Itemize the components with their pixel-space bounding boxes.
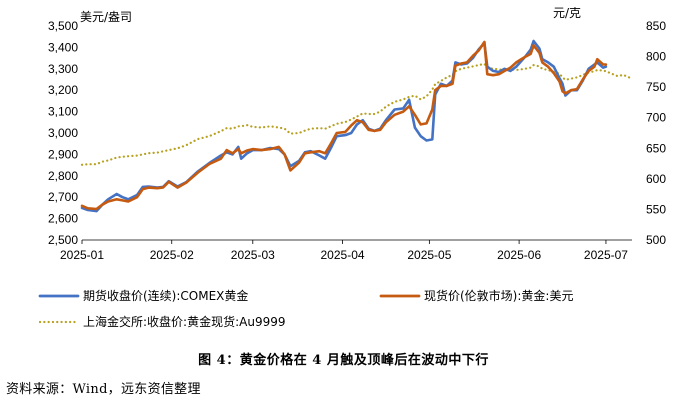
left-tick-label: 3,200 (48, 83, 78, 97)
x-tick-label: 2025-04 (321, 248, 365, 262)
x-tick-label: 2025-06 (497, 248, 541, 262)
right-tick-label: 800 (646, 50, 666, 64)
series-layer (80, 39, 631, 213)
legend-label-1: 期货收盘价(连续):COMEX黄金 (83, 288, 248, 303)
left-tick-label: 3,400 (48, 40, 78, 54)
x-tick-label: 2025-02 (150, 248, 194, 262)
right-axis-ticks: 500 550 600 650 700 750 800 850 (646, 19, 666, 247)
left-tick-label: 3,100 (48, 105, 78, 119)
left-tick-label: 2,700 (48, 190, 78, 204)
series-line-3 (80, 62, 631, 166)
left-tick-label: 3,500 (48, 19, 78, 33)
gold-price-chart: 美元/盎司 元/克 2,500 2,600 2,700 2,800 2,900 3,000… (38, 6, 666, 329)
source-note: 资料来源：Wind，远东资信整理 (6, 382, 201, 397)
right-tick-label: 850 (646, 19, 666, 33)
x-tick-label: 2025-01 (60, 248, 104, 262)
left-tick-label: 3,300 (48, 62, 78, 76)
legend: 期货收盘价(连续):COMEX黄金 现货价(伦敦市场):黄金:美元上海金交所:收盘… (38, 288, 573, 329)
left-tick-label: 3,000 (48, 126, 78, 140)
x-tick-label: 2025-07 (584, 248, 628, 262)
left-axis-ticks: 2,500 2,600 2,700 2,800 2,900 3,000 3,100 3,200… (48, 19, 78, 247)
left-tick-label: 2,800 (48, 169, 78, 183)
right-tick-label: 600 (646, 172, 666, 186)
figure-caption: 图 4：黄金价格在 4 月触及顶峰后在波动中下行 (198, 353, 489, 368)
left-tick-label: 2,900 (48, 147, 78, 161)
series-line-2 (80, 40, 608, 211)
x-tick-label: 2025-05 (407, 248, 451, 262)
right-axis-unit: 元/克 (553, 6, 581, 20)
legend-label-3: 上海金交所:收盘价:黄金现货:Au9999 (83, 314, 285, 329)
left-axis-unit: 美元/盎司 (80, 10, 132, 24)
x-tick-label: 2025-03 (231, 248, 275, 262)
right-tick-label: 650 (646, 141, 666, 155)
left-tick-label: 2,600 (48, 212, 78, 226)
legend-label-2: 现货价(伦敦市场):黄金:美元 (424, 288, 573, 303)
right-tick-label: 700 (646, 111, 666, 125)
left-tick-label: 2,500 (48, 233, 78, 247)
right-tick-label: 750 (646, 80, 666, 94)
right-tick-label: 500 (646, 233, 666, 247)
x-axis-ticks: 2025-01 2025-02 2025-03 2025-04 2025-05 2025-… (60, 240, 628, 262)
series-line-1 (80, 39, 608, 213)
right-tick-label: 550 (646, 202, 666, 216)
